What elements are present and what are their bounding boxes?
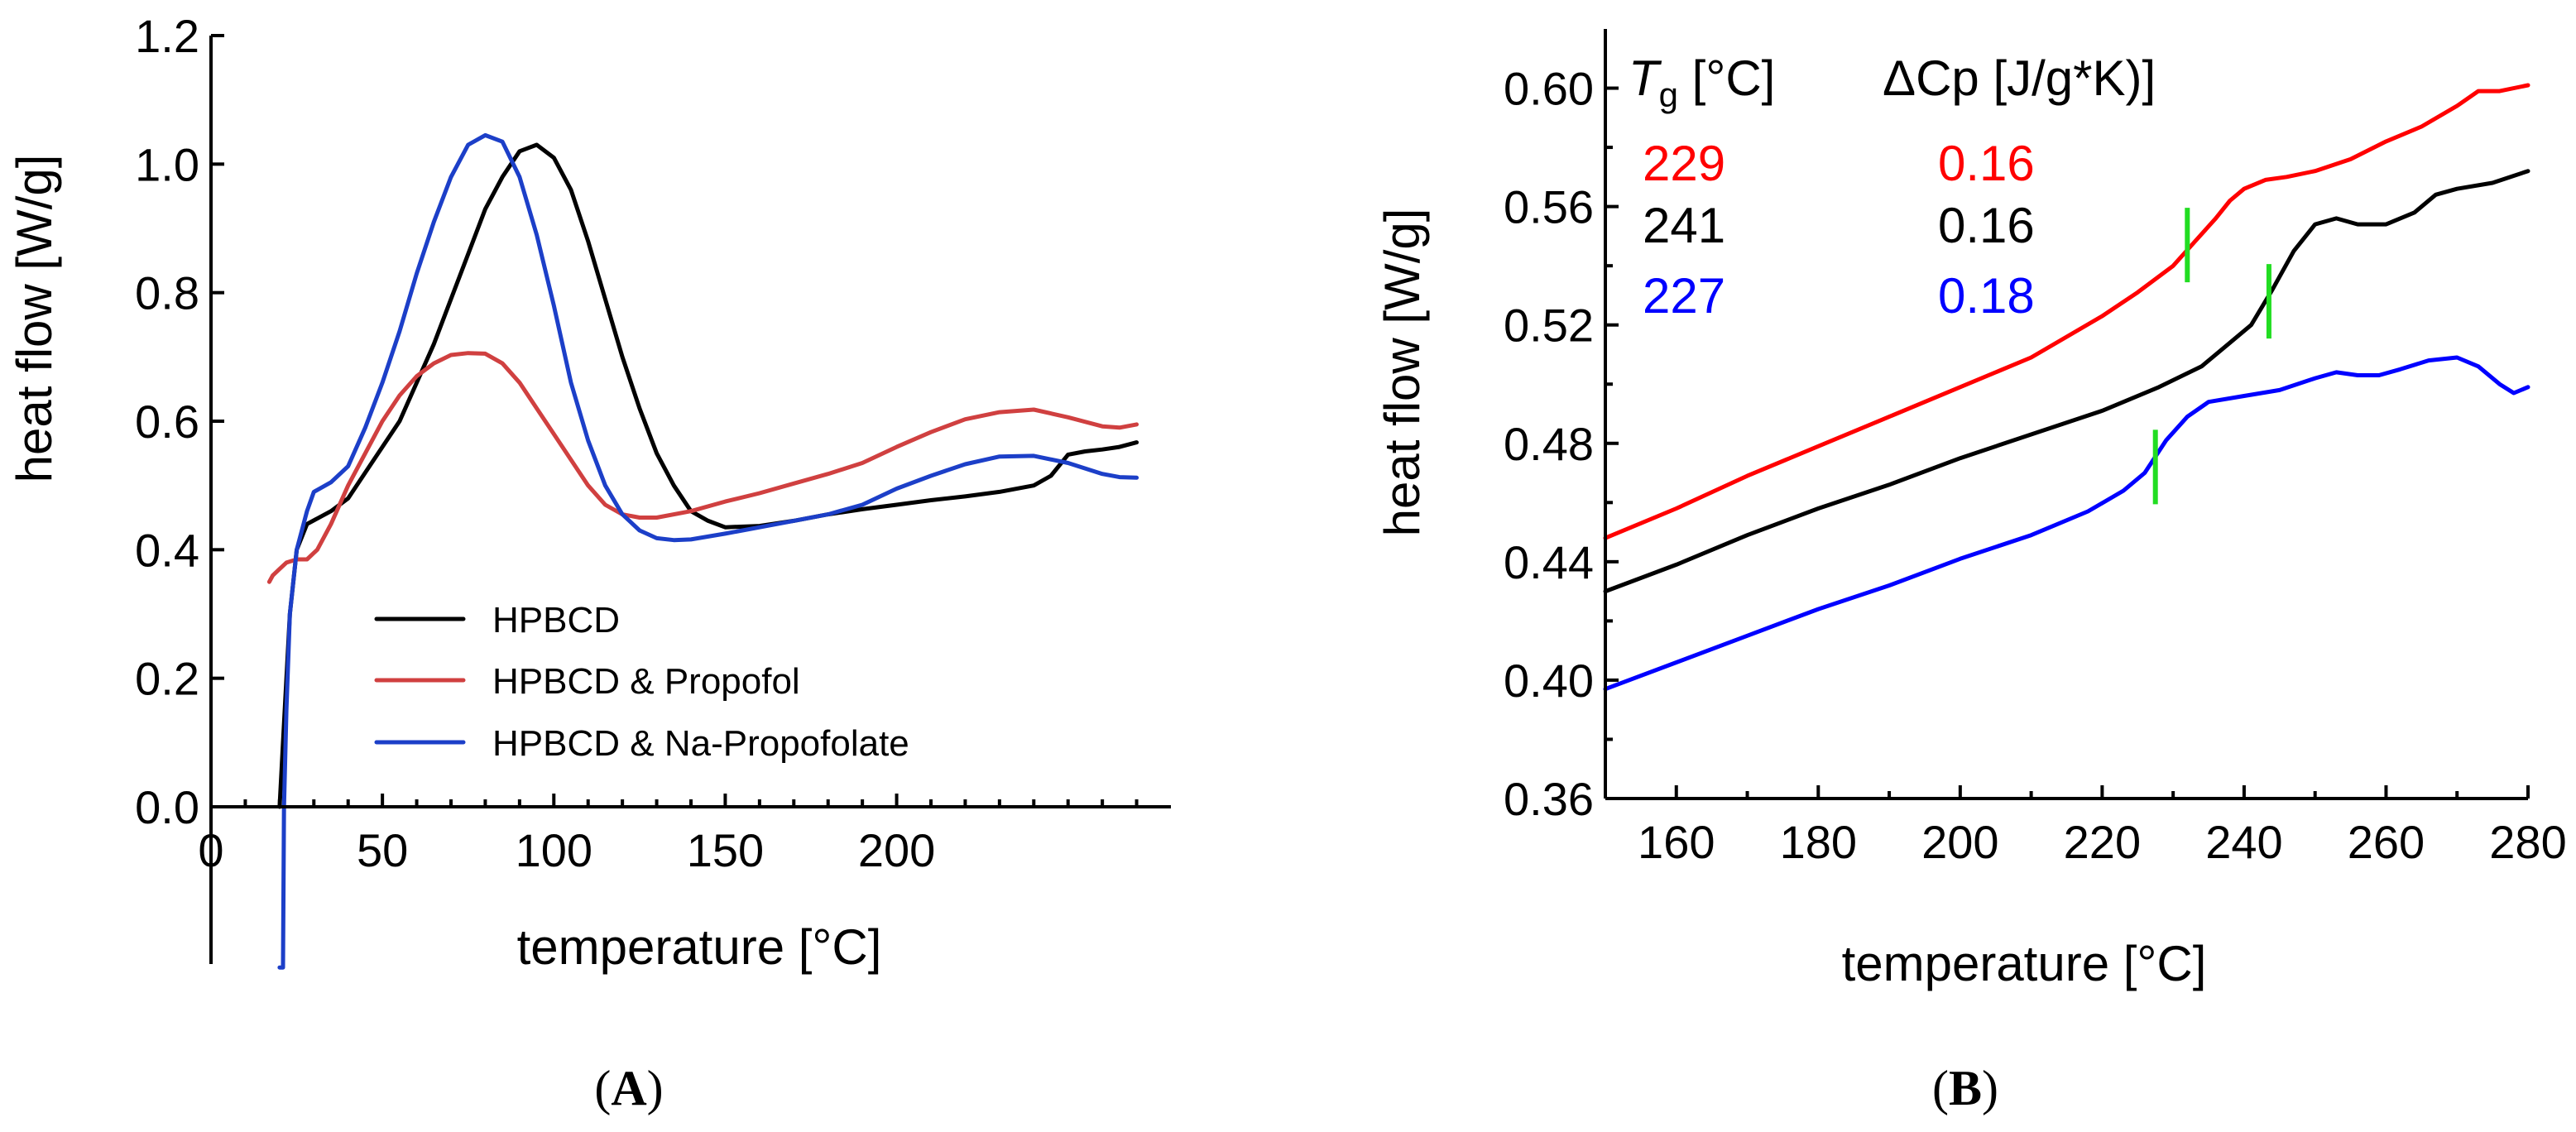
chart-a-legend-label-propofol: HPBCD & Propofol xyxy=(492,661,800,702)
table-tg-value-red: 229 xyxy=(1643,136,1725,191)
chart-a-ticks xyxy=(209,34,1139,808)
panel-label-b-letter: B xyxy=(1949,1061,1982,1115)
x-tick-label: 0 xyxy=(198,824,223,876)
chart-a-series-group xyxy=(266,132,1139,970)
y-tick-label: 0.36 xyxy=(1504,773,1594,825)
chart-a-x-tick-labels: 0 50 100 150 200 xyxy=(198,824,935,876)
chart-b-ticks xyxy=(1605,86,2530,800)
y-tick-label: 0.0 xyxy=(135,781,199,833)
y-tick-label: 0.2 xyxy=(135,653,199,705)
table-dcp-value-black: 0.16 xyxy=(1938,198,2035,253)
chart-b-y-tick-labels: 0.36 0.40 0.44 0.48 0.52 0.56 0.60 xyxy=(1504,63,1594,825)
series-line-blue xyxy=(1603,355,2530,692)
y-tick-label: 0.48 xyxy=(1504,418,1594,470)
x-tick-label: 150 xyxy=(687,824,764,876)
panel-label-a-close: ) xyxy=(647,1061,664,1115)
y-tick-label: 0.56 xyxy=(1504,181,1594,233)
series-line-hpbcd xyxy=(277,142,1139,809)
chart-a-y-axis-title: heat flow [W/g] xyxy=(7,155,62,483)
x-tick-label: 220 xyxy=(2064,816,2141,868)
table-tg-value-blue: 227 xyxy=(1643,268,1725,324)
chart-b-tg-table: Tg [°C] ΔCp [J/g*K)] 229 0.16 241 0.16 2… xyxy=(1629,50,2156,324)
table-header-tg-subscript: g xyxy=(1659,75,1678,114)
panel-label-a-open: ( xyxy=(594,1061,611,1115)
series-line-red xyxy=(1603,83,2530,540)
x-tick-label: 200 xyxy=(858,824,935,876)
chart-b-tg-markers xyxy=(2152,208,2271,505)
y-tick-label: 1.2 xyxy=(135,10,199,62)
chart-b-axes xyxy=(1604,29,2528,800)
panel-label-b-open: ( xyxy=(1932,1061,1949,1115)
chart-b-x-tick-labels: 160 180 200 220 240 260 280 xyxy=(1638,816,2567,868)
panel-label-b-close: ) xyxy=(1982,1061,1998,1115)
y-tick-label: 0.4 xyxy=(135,524,199,576)
series-line-black xyxy=(1603,169,2530,594)
chart-a-legend-label-na-propofolate: HPBCD & Na-Propofolate xyxy=(492,723,909,764)
x-tick-label: 200 xyxy=(1921,816,1998,868)
x-tick-label: 240 xyxy=(2205,816,2282,868)
chart-b: 0.36 0.40 0.44 0.48 0.52 0.56 0.60 160 180 200 22… xyxy=(1374,29,2567,991)
chart-a-y-tick-labels: 0.0 0.2 0.4 0.6 0.8 1.0 1.2 xyxy=(135,10,199,833)
series-line-hpbcd-na-propofolate xyxy=(277,132,1139,970)
panel-label-a-letter: A xyxy=(611,1061,646,1115)
table-header-tg-symbol: T xyxy=(1629,50,1662,106)
y-tick-label: 1.0 xyxy=(135,138,199,190)
chart-b-x-axis-title: temperature [°C] xyxy=(1842,936,2207,991)
table-dcp-value-blue: 0.18 xyxy=(1938,268,2035,324)
table-tg-value-black: 241 xyxy=(1643,198,1725,253)
chart-b-y-axis-title: heat flow [W/g] xyxy=(1374,209,1430,537)
x-tick-label: 260 xyxy=(2348,816,2425,868)
table-header-tg-unit: [°C] xyxy=(1678,50,1775,106)
y-tick-label: 0.6 xyxy=(135,396,199,448)
x-tick-label: 160 xyxy=(1638,816,1715,868)
table-header-tg: Tg [°C] xyxy=(1629,50,1775,114)
x-tick-label: 50 xyxy=(357,824,408,876)
y-tick-label: 0.60 xyxy=(1504,63,1594,115)
chart-a: 0.0 0.2 0.4 0.6 0.8 1.0 1.2 0 50 100 150 200 tempe… xyxy=(7,10,1171,975)
y-tick-label: 0.8 xyxy=(135,267,199,319)
x-tick-label: 100 xyxy=(516,824,592,876)
y-tick-label: 0.40 xyxy=(1504,655,1594,707)
panel-label-b: (B) xyxy=(1932,1061,1998,1115)
x-tick-label: 180 xyxy=(1780,816,1857,868)
table-dcp-value-red: 0.16 xyxy=(1938,136,2035,191)
y-tick-label: 0.44 xyxy=(1504,536,1594,588)
chart-a-legend: HPBCD HPBCD & Propofol HPBCD & Na-Propof… xyxy=(374,600,909,764)
chart-b-series-group xyxy=(1603,83,2530,692)
series-line-hpbcd-propofol xyxy=(266,351,1139,584)
panel-label-a: (A) xyxy=(594,1061,663,1115)
table-header-dcp: ΔCp [J/g*K)] xyxy=(1883,50,2156,106)
chart-a-x-axis-title: temperature [°C] xyxy=(517,919,882,975)
y-tick-label: 0.52 xyxy=(1504,300,1594,352)
chart-a-legend-label-hpbcd: HPBCD xyxy=(492,600,620,640)
x-tick-label: 280 xyxy=(2489,816,2566,868)
